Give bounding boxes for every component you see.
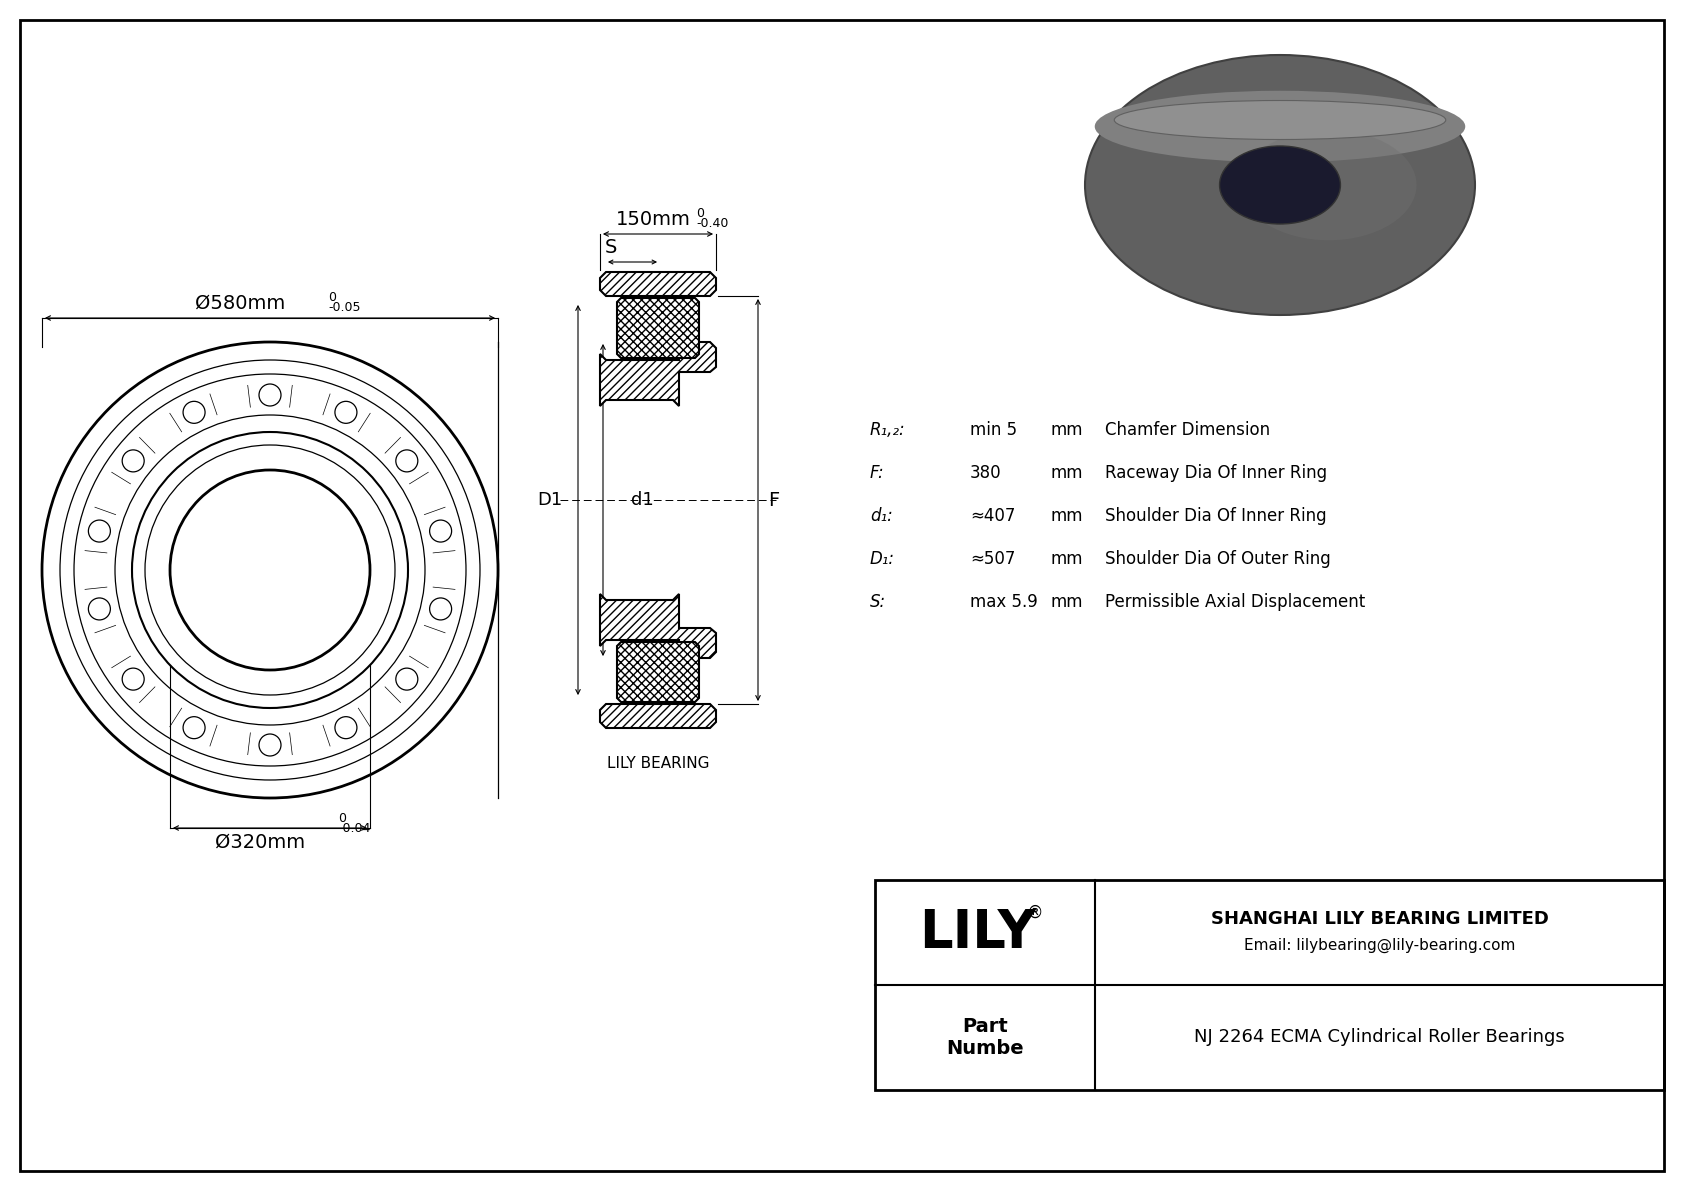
Polygon shape bbox=[616, 642, 699, 701]
Text: mm: mm bbox=[1051, 593, 1083, 611]
Text: ≈507: ≈507 bbox=[970, 550, 1015, 568]
Text: R₁: R₁ bbox=[675, 299, 690, 312]
Text: S: S bbox=[605, 238, 618, 257]
Text: ≈407: ≈407 bbox=[970, 507, 1015, 525]
Text: mm: mm bbox=[1051, 420, 1083, 439]
Text: Part
Numbe: Part Numbe bbox=[946, 1017, 1024, 1058]
Text: S:: S: bbox=[871, 593, 886, 611]
Text: Ø320mm: Ø320mm bbox=[216, 833, 305, 852]
Text: F: F bbox=[768, 491, 780, 510]
Bar bbox=[876, 880, 1664, 1090]
Text: ®: ® bbox=[1027, 904, 1044, 922]
Text: 150mm: 150mm bbox=[616, 210, 690, 229]
Polygon shape bbox=[600, 272, 716, 297]
Text: mm: mm bbox=[1051, 550, 1083, 568]
Text: R₂: R₂ bbox=[662, 287, 675, 300]
Text: Email: lilybearing@lily-bearing.com: Email: lilybearing@lily-bearing.com bbox=[1244, 937, 1516, 953]
Text: mm: mm bbox=[1051, 464, 1083, 482]
Text: Shoulder Dia Of Outer Ring: Shoulder Dia Of Outer Ring bbox=[1105, 550, 1330, 568]
Text: LILY: LILY bbox=[919, 906, 1036, 959]
Polygon shape bbox=[600, 704, 716, 728]
Text: 380: 380 bbox=[970, 464, 1002, 482]
Polygon shape bbox=[600, 342, 716, 406]
Ellipse shape bbox=[1095, 91, 1465, 162]
Text: -0.04: -0.04 bbox=[338, 822, 370, 835]
Text: d1: d1 bbox=[632, 491, 653, 509]
Text: D₁:: D₁: bbox=[871, 550, 894, 568]
Text: 0: 0 bbox=[338, 812, 345, 825]
Text: 0: 0 bbox=[328, 291, 337, 304]
Text: D1: D1 bbox=[537, 491, 562, 509]
Ellipse shape bbox=[1084, 55, 1475, 314]
Text: Permissible Axial Displacement: Permissible Axial Displacement bbox=[1105, 593, 1366, 611]
Text: mm: mm bbox=[1051, 507, 1083, 525]
Text: F:: F: bbox=[871, 464, 884, 482]
Text: Raceway Dia Of Inner Ring: Raceway Dia Of Inner Ring bbox=[1105, 464, 1327, 482]
Text: SHANGHAI LILY BEARING LIMITED: SHANGHAI LILY BEARING LIMITED bbox=[1211, 910, 1548, 929]
Text: 0: 0 bbox=[695, 207, 704, 220]
Text: -0.05: -0.05 bbox=[328, 301, 360, 314]
Text: LILY BEARING: LILY BEARING bbox=[606, 756, 709, 771]
Text: R₁,₂:: R₁,₂: bbox=[871, 420, 906, 439]
Ellipse shape bbox=[1241, 130, 1416, 241]
Text: Ø580mm: Ø580mm bbox=[195, 294, 285, 313]
Text: Chamfer Dimension: Chamfer Dimension bbox=[1105, 420, 1270, 439]
Polygon shape bbox=[600, 594, 716, 657]
Text: min 5: min 5 bbox=[970, 420, 1017, 439]
Text: R₁: R₁ bbox=[616, 363, 630, 376]
Text: d₁:: d₁: bbox=[871, 507, 893, 525]
Text: -0.40: -0.40 bbox=[695, 217, 729, 230]
Text: R₂: R₂ bbox=[632, 375, 645, 388]
Text: NJ 2264 ECMA Cylindrical Roller Bearings: NJ 2264 ECMA Cylindrical Roller Bearings bbox=[1194, 1029, 1564, 1047]
Ellipse shape bbox=[1115, 100, 1447, 139]
Polygon shape bbox=[616, 298, 699, 358]
Text: max 5.9: max 5.9 bbox=[970, 593, 1037, 611]
Text: Shoulder Dia Of Inner Ring: Shoulder Dia Of Inner Ring bbox=[1105, 507, 1327, 525]
Ellipse shape bbox=[1219, 146, 1340, 224]
